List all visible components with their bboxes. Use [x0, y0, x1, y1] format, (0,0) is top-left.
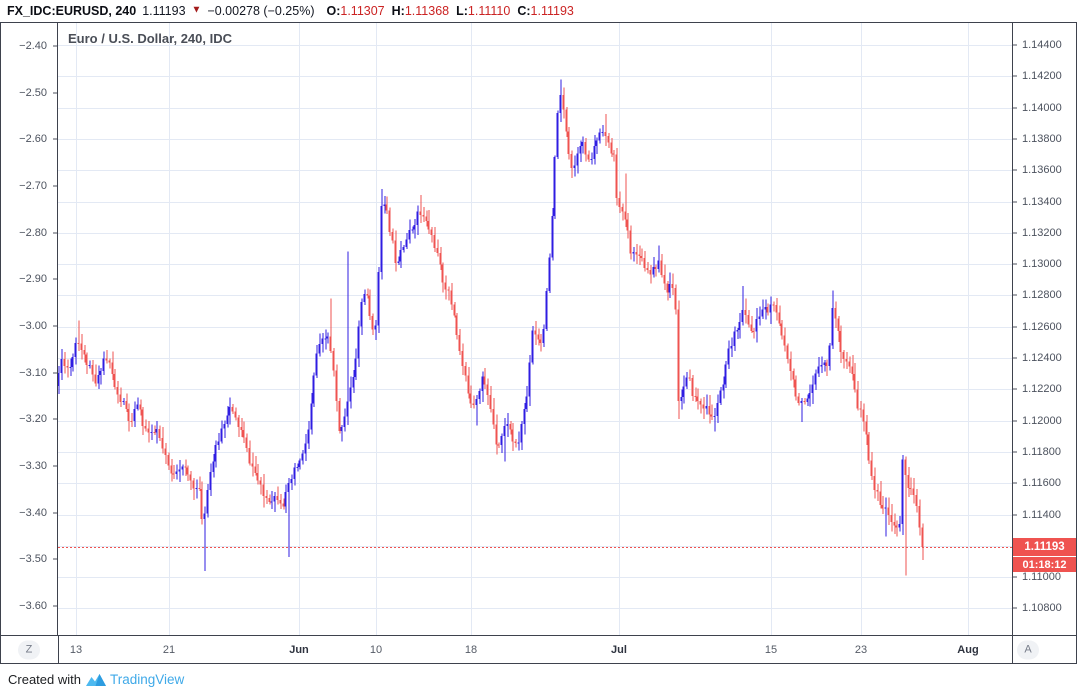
- left-price-scale[interactable]: −2.40 −2.50 −2.60 −2.70 −2.80 −2.90 −3.00 −3.10…: [1, 23, 58, 635]
- time-axis-label: 13: [69, 643, 83, 656]
- right-axis-label: 1.10800: [1022, 602, 1062, 615]
- right-axis-label: 1.11400: [1022, 508, 1061, 521]
- right-axis-tick: [1013, 451, 1017, 453]
- tradingview-brand-text: TradingView: [109, 672, 185, 687]
- left-axis-label: −2.80: [19, 226, 47, 239]
- right-axis-tick: [1013, 201, 1017, 202]
- right-axis-label: 1.14200: [1022, 70, 1062, 83]
- low-value: L:1.11110: [456, 4, 511, 18]
- right-axis-tick: [1013, 388, 1017, 390]
- time-axis-label: Jun: [289, 643, 309, 656]
- left-axis-label: −3.30: [19, 459, 47, 472]
- right-axis-label: 1.11000: [1022, 571, 1061, 584]
- time-axis-label: 23: [854, 643, 868, 656]
- candlestick-plot[interactable]: Euro / U.S. Dollar, 240, IDC: [58, 23, 1012, 635]
- down-triangle-icon: ▼: [191, 4, 202, 16]
- axis-separator-right: [1012, 636, 1013, 663]
- right-axis-label: 1.12800: [1022, 289, 1062, 302]
- right-axis-label: 1.12000: [1022, 414, 1062, 427]
- right-axis-tick: [1013, 576, 1017, 578]
- left-axis-tick: [53, 558, 57, 560]
- left-axis-label: −3.60: [19, 599, 47, 612]
- bar-countdown-label: 01:18:12: [1013, 557, 1076, 572]
- left-axis-tick: [53, 465, 57, 467]
- created-with-text: Created with: [8, 672, 81, 687]
- time-scale[interactable]: Z A 13 21 Jun 10 18 Jul 15 23 Aug: [0, 636, 1077, 664]
- timezone-button[interactable]: Z: [18, 640, 40, 659]
- tradingview-link[interactable]: TradingView: [85, 672, 185, 687]
- left-axis-tick: [53, 325, 57, 327]
- last-price: 1.11193: [142, 4, 186, 18]
- right-axis-tick: [1013, 263, 1017, 265]
- right-axis-label: 1.13400: [1022, 195, 1062, 208]
- left-axis-tick: [53, 45, 57, 47]
- time-axis-label: 15: [764, 643, 778, 656]
- right-axis-label: 1.11800: [1022, 445, 1061, 458]
- left-axis-tick: [53, 418, 57, 420]
- left-axis-tick: [53, 138, 57, 140]
- chart-title: Euro / U.S. Dollar, 240, IDC: [68, 31, 232, 46]
- left-axis-tick: [53, 512, 57, 513]
- right-axis-tick: [1013, 607, 1017, 609]
- right-axis-label: 1.13600: [1022, 164, 1062, 177]
- left-axis-label: −3.00: [19, 319, 47, 332]
- time-axis-label: Jul: [611, 643, 627, 656]
- symbol-title: FX_IDC:EURUSD, 240: [7, 4, 137, 18]
- left-axis-tick: [53, 232, 57, 234]
- right-axis-tick: [1013, 169, 1017, 171]
- left-axis-tick: [53, 278, 57, 280]
- current-price-label[interactable]: 1.11193: [1013, 538, 1076, 556]
- axis-separator-left: [58, 636, 59, 663]
- left-axis-label: −2.90: [19, 273, 47, 286]
- right-axis-label: 1.13200: [1022, 226, 1062, 239]
- high-value: H:1.11368: [391, 4, 450, 18]
- left-axis-label: −2.40: [19, 40, 47, 52]
- left-axis-tick: [53, 92, 57, 94]
- right-axis-label: 1.13000: [1022, 258, 1062, 271]
- tradingview-logo-icon: [85, 673, 106, 687]
- right-axis-label: 1.11600: [1022, 477, 1061, 490]
- right-axis-tick: [1013, 482, 1017, 484]
- left-axis-label: −3.40: [19, 506, 47, 519]
- right-axis-label: 1.13800: [1022, 132, 1062, 145]
- legend-bar: FX_IDC:EURUSD, 240 1.11193 ▼ −0.00278 (−…: [0, 0, 1077, 22]
- left-axis-label: −3.50: [19, 553, 47, 566]
- right-axis-tick: [1013, 138, 1017, 140]
- left-axis-tick: [53, 605, 57, 607]
- attribution-footer: Created with TradingView: [0, 664, 1077, 695]
- left-axis-label: −3.20: [19, 413, 47, 426]
- left-axis-label: −3.10: [19, 366, 47, 379]
- right-axis-tick: [1013, 107, 1017, 109]
- right-axis-label: 1.12400: [1022, 352, 1062, 364]
- right-axis-tick: [1013, 514, 1017, 515]
- right-axis-label: 1.12200: [1022, 383, 1062, 396]
- ohlc-values: O:1.11307 H:1.11368 L:1.11110 C:1.11193: [326, 4, 573, 18]
- open-value: O:1.11307: [326, 4, 385, 18]
- price-change: −0.00278 (−0.25%): [207, 4, 315, 18]
- close-value: C:1.11193: [517, 4, 574, 18]
- right-axis-tick: [1013, 75, 1017, 77]
- time-axis-label: Aug: [957, 643, 979, 656]
- right-axis-tick: [1013, 326, 1017, 328]
- time-axis-label: 18: [464, 643, 478, 656]
- right-axis-tick: [1013, 44, 1017, 46]
- right-axis-tick: [1013, 420, 1017, 422]
- right-axis-label: 1.14000: [1022, 101, 1062, 114]
- right-axis-tick: [1013, 232, 1017, 234]
- right-price-scale[interactable]: 1.11193 01:18:12 1.14400 1.14200 1.14000 1.…: [1012, 23, 1076, 635]
- right-axis-label: 1.12600: [1022, 320, 1062, 333]
- left-axis-tick: [53, 372, 57, 374]
- auto-scale-button[interactable]: A: [1017, 640, 1039, 659]
- right-axis-tick: [1013, 357, 1017, 359]
- left-axis-label: −2.70: [19, 179, 47, 192]
- right-axis-label: 1.14400: [1022, 39, 1062, 51]
- right-axis-tick: [1013, 294, 1017, 296]
- left-axis-label: −2.60: [19, 133, 47, 146]
- time-axis-label: 21: [162, 643, 176, 656]
- chart-frame: −2.40 −2.50 −2.60 −2.70 −2.80 −2.90 −3.00 −3.10…: [0, 22, 1077, 636]
- time-axis-label: 10: [369, 643, 383, 656]
- left-axis-tick: [53, 185, 57, 187]
- left-axis-label: −2.50: [19, 86, 47, 99]
